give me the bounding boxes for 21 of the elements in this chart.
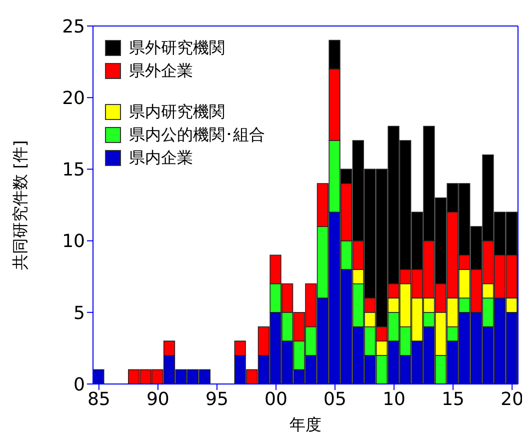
y-tick-label: 5: [74, 302, 85, 324]
legend-label: 県内研究機関: [129, 101, 225, 123]
legend-label: 県外企業: [129, 60, 193, 82]
x-tick-label: 20: [500, 388, 524, 410]
x-tick-label: 90: [146, 388, 170, 410]
x-tick-label: 00: [264, 388, 288, 410]
x-tick-label: 15: [442, 388, 465, 410]
x-tick-label: 05: [324, 388, 346, 410]
x-tick-label: 85: [87, 388, 110, 410]
y-axis-title: 共同研究件数 [件]: [10, 140, 30, 270]
x-tick-label: 95: [206, 388, 228, 410]
x-tick-label: 10: [382, 388, 406, 410]
y-tick-label: 25: [62, 16, 85, 38]
legend-label: 県内企業: [129, 147, 193, 169]
y-tick-label: 10: [62, 231, 85, 252]
y-tick-label: 0: [74, 374, 85, 396]
y-tick-label: 20: [62, 88, 85, 109]
y-tick-label: 15: [62, 160, 85, 181]
x-axis-title: 年度: [290, 415, 322, 434]
legend-label: 県内公的機関･組合: [129, 124, 265, 146]
legend-label: 県外研究機関: [129, 37, 225, 59]
